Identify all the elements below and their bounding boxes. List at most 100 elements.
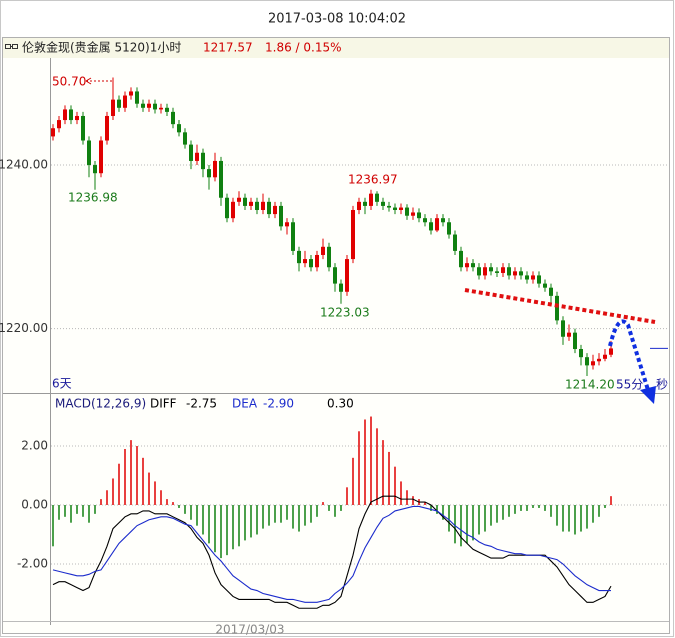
candle-body (603, 354, 607, 359)
price-change: 1.86 / 0.15% (265, 41, 342, 55)
candle-body (243, 197, 247, 206)
candle-body (375, 193, 379, 202)
header-icon (5, 44, 18, 49)
candle-body (489, 267, 493, 272)
candle-body (237, 197, 241, 202)
candle-body (93, 165, 97, 174)
candle-body (573, 332, 577, 350)
macd-title: MACD(12,26,9) (55, 397, 146, 411)
candle-body (369, 193, 373, 206)
candle-body (435, 218, 439, 231)
y-tick-label: 2.00 (21, 439, 48, 453)
candle-body (183, 132, 187, 145)
legend-value: 0.30 (327, 397, 354, 411)
candle-body (477, 267, 481, 276)
candle-body (153, 103, 157, 110)
candle-body (471, 263, 475, 268)
y-tick-label: 1240.00 (0, 158, 48, 172)
candle-body (267, 201, 271, 215)
candle-body (381, 201, 385, 206)
candle-body (327, 246, 331, 268)
annotation-arrowhead (85, 77, 92, 85)
legend-name: DIFF (150, 397, 177, 411)
candle-body (87, 140, 91, 166)
y-tick-label: 1220.00 (0, 321, 48, 335)
candle-body (135, 91, 139, 104)
candle-body (159, 107, 163, 110)
candle-body (345, 259, 349, 292)
candle-body (99, 140, 103, 174)
candle-body (387, 205, 391, 208)
candle-body (201, 152, 205, 170)
candle-body (507, 267, 511, 276)
candle-body (75, 115, 79, 121)
candle-body (225, 197, 229, 219)
candle-body (465, 263, 469, 268)
candle-body (513, 271, 517, 276)
candle-body (321, 246, 325, 255)
candle-body (105, 115, 109, 141)
candle-body (165, 107, 169, 112)
candle-body (483, 267, 487, 276)
last-price: 1217.57 (203, 41, 253, 55)
candle-body (459, 250, 463, 268)
candle-body (255, 201, 259, 211)
candle-body (543, 283, 547, 288)
macd-line (52, 505, 611, 603)
candle-body (609, 348, 613, 355)
window-title: 2017-03-08 10:04:02 (268, 12, 406, 27)
legend-value: -2.90 (263, 397, 294, 411)
forecast-arrow (608, 319, 650, 391)
candle-body (57, 120, 61, 129)
candle-body (297, 250, 301, 264)
candle-body (549, 287, 553, 296)
candle-body (189, 144, 193, 161)
marks: 1240.00 1220.00 50.70 1236.98 1236.97 1223.03… (0, 75, 668, 609)
candle-body (69, 109, 73, 121)
candle-body (147, 103, 151, 108)
candle-body (261, 201, 265, 211)
candle-body (393, 207, 397, 211)
candle-body (63, 109, 67, 121)
candle-body (363, 201, 367, 206)
candle-body (585, 357, 589, 366)
candle-body (555, 295, 559, 321)
y-tick-label: 0.00 (21, 498, 48, 512)
candle-body (117, 99, 121, 108)
candle-body (447, 222, 451, 235)
candle-body (213, 160, 217, 178)
candle-body (291, 222, 295, 251)
macd-line (52, 495, 612, 609)
candle-body (339, 283, 343, 292)
candle-body (279, 205, 283, 227)
forecast-arrowhead (640, 386, 656, 404)
legend-name: DEA (232, 397, 258, 411)
x-date-label: 2017/03/03 (215, 623, 284, 637)
candle-body (249, 201, 253, 206)
candle-body (81, 115, 85, 141)
candle-body (123, 95, 127, 108)
annotation: 秒 (656, 378, 668, 392)
header-bar (3, 38, 669, 58)
annotation: 6天 (52, 377, 72, 391)
instrument-title: 伦敦金现(贵金属 5120)1小时 (22, 40, 181, 55)
candle-body (429, 222, 433, 231)
candle-body (591, 361, 595, 366)
candle-body (129, 91, 133, 96)
candle-body (423, 218, 427, 223)
candle-body (309, 259, 313, 268)
candle-body (405, 207, 409, 216)
candle-body (111, 99, 115, 116)
candle-body (273, 205, 277, 215)
candle-body (285, 222, 289, 227)
candle-body (195, 152, 199, 161)
candle-body (495, 271, 499, 273)
candle-body (177, 124, 181, 133)
candle-body (51, 128, 55, 137)
candle-body (453, 234, 457, 251)
candle-body (441, 218, 445, 223)
candle-body (501, 267, 505, 273)
candle-body (351, 210, 355, 260)
annotation: 50.70 (52, 75, 86, 89)
